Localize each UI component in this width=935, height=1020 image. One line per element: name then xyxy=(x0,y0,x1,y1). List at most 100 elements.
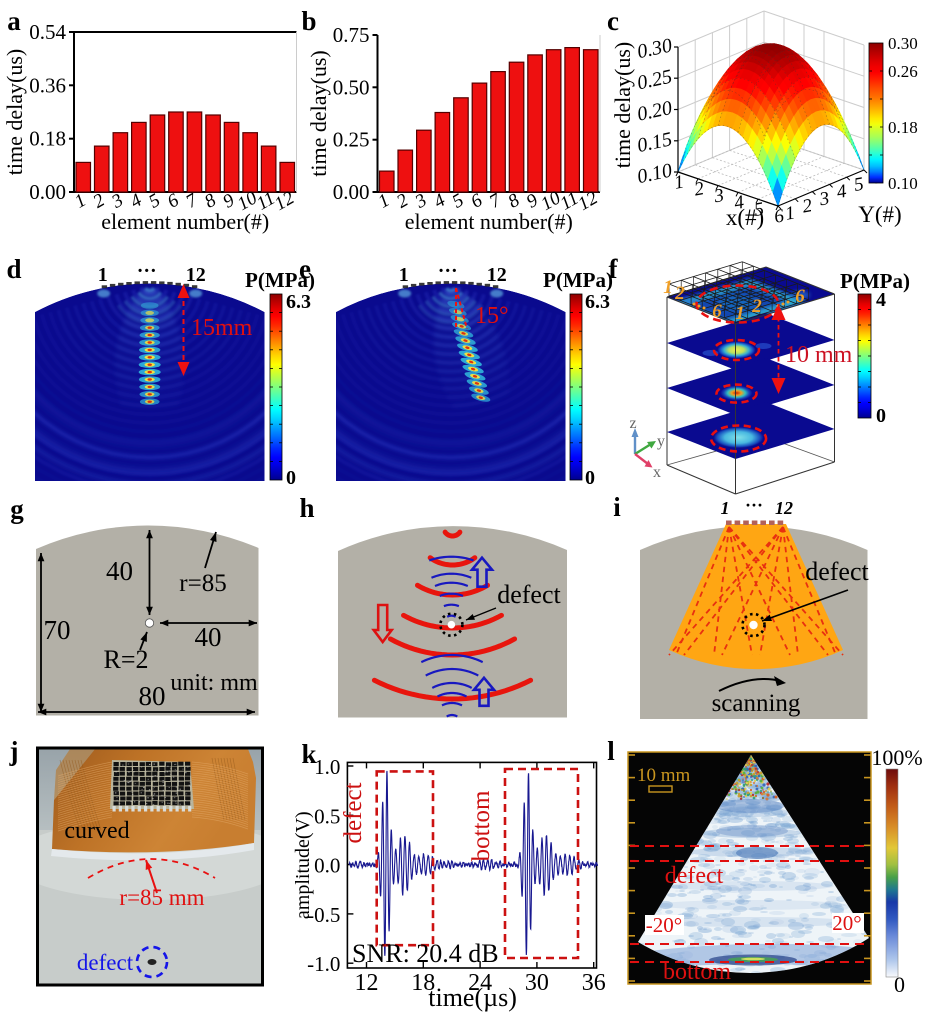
svg-text:unit: mm: unit: mm xyxy=(170,670,258,696)
svg-text:12: 12 xyxy=(186,264,206,286)
svg-text:3: 3 xyxy=(712,185,726,208)
svg-text:12: 12 xyxy=(775,498,793,518)
svg-text:Y(#): Y(#) xyxy=(858,202,901,227)
svg-text:0.26: 0.26 xyxy=(888,62,918,81)
svg-text:···: ··· xyxy=(137,260,157,282)
svg-text:1: 1 xyxy=(735,303,745,324)
svg-text:bottom: bottom xyxy=(468,790,495,861)
svg-text:b: b xyxy=(301,6,316,36)
svg-text:80: 80 xyxy=(139,681,166,711)
svg-text:0.00: 0.00 xyxy=(333,180,370,204)
svg-text:5: 5 xyxy=(852,174,865,196)
svg-text:element number(#): element number(#) xyxy=(405,209,573,234)
svg-text:5: 5 xyxy=(753,199,766,221)
svg-text:h: h xyxy=(299,493,314,523)
svg-text:6.3: 6.3 xyxy=(286,291,311,313)
svg-text:0.50: 0.50 xyxy=(333,75,370,99)
svg-text:2: 2 xyxy=(801,195,814,217)
svg-text:i: i xyxy=(613,492,621,522)
svg-text:18: 18 xyxy=(411,970,435,996)
svg-text:4: 4 xyxy=(733,192,746,214)
svg-text:6: 6 xyxy=(712,301,722,322)
svg-text:-20°: -20° xyxy=(646,913,682,937)
svg-text:10 mm: 10 mm xyxy=(637,765,691,786)
svg-text:2: 2 xyxy=(751,296,762,317)
svg-text:time delay(us): time delay(us) xyxy=(610,42,635,168)
svg-text:1: 1 xyxy=(399,264,409,286)
svg-text:curved: curved xyxy=(64,818,129,844)
svg-text:defect: defect xyxy=(805,557,869,586)
svg-text:defect: defect xyxy=(340,782,367,843)
svg-text:r=85 mm: r=85 mm xyxy=(119,885,204,910)
svg-text:6: 6 xyxy=(795,286,805,307)
svg-text:x(#): x(#) xyxy=(726,205,764,230)
svg-text:40: 40 xyxy=(195,622,222,652)
svg-text:4: 4 xyxy=(876,289,886,311)
svg-text:f: f xyxy=(609,254,619,284)
svg-text:0.0: 0.0 xyxy=(314,854,340,878)
svg-text:defect: defect xyxy=(665,863,724,889)
svg-text:g: g xyxy=(10,494,24,524)
svg-text:0: 0 xyxy=(876,405,886,427)
svg-text:0.54: 0.54 xyxy=(29,20,66,44)
svg-text:0.00: 0.00 xyxy=(29,180,66,204)
svg-text:element number(#): element number(#) xyxy=(101,209,269,234)
svg-text:1: 1 xyxy=(98,264,108,286)
svg-text:amplitude(V): amplitude(V) xyxy=(292,811,314,919)
svg-text:1: 1 xyxy=(721,498,730,518)
svg-text:6.3: 6.3 xyxy=(585,291,610,313)
svg-text:0.18: 0.18 xyxy=(29,127,66,151)
svg-text:P(MPa): P(MPa) xyxy=(840,269,910,293)
svg-text:0.5: 0.5 xyxy=(314,804,340,828)
svg-text:P(MPa): P(MPa) xyxy=(543,268,613,292)
svg-text:0.75: 0.75 xyxy=(333,23,370,47)
svg-text:d: d xyxy=(6,254,21,284)
svg-text:defect: defect xyxy=(497,580,561,609)
svg-text:40: 40 xyxy=(106,556,133,586)
svg-text:R=2: R=2 xyxy=(103,645,148,674)
svg-text:3: 3 xyxy=(817,188,831,211)
svg-text:70: 70 xyxy=(44,615,71,645)
svg-text:1: 1 xyxy=(663,277,673,298)
svg-text:time delay(us): time delay(us) xyxy=(306,50,331,176)
svg-text:defect: defect xyxy=(77,950,134,975)
svg-text:1: 1 xyxy=(784,202,797,224)
svg-text:0: 0 xyxy=(286,467,296,489)
svg-text:2: 2 xyxy=(674,283,685,304)
svg-text:···: ··· xyxy=(745,495,763,515)
svg-text:0.30: 0.30 xyxy=(888,34,918,53)
svg-text:1: 1 xyxy=(673,171,686,193)
svg-text:j: j xyxy=(9,736,19,766)
svg-text:4: 4 xyxy=(835,181,848,203)
svg-text:c: c xyxy=(607,6,619,36)
svg-text:0: 0 xyxy=(894,972,905,997)
svg-text:time delay(us): time delay(us) xyxy=(2,49,27,175)
svg-text:20°: 20° xyxy=(832,911,861,935)
svg-text:l: l xyxy=(607,736,615,766)
svg-text:-1.0: -1.0 xyxy=(307,952,340,976)
svg-text:k: k xyxy=(301,739,316,769)
svg-text:100%: 100% xyxy=(871,745,922,770)
svg-text:P(MPa): P(MPa) xyxy=(245,268,315,292)
svg-text:1.0: 1.0 xyxy=(314,755,340,779)
svg-text:SNR: 20.4 dB: SNR: 20.4 dB xyxy=(352,939,499,968)
svg-text:2: 2 xyxy=(693,178,706,200)
svg-text:y: y xyxy=(657,433,665,450)
svg-text:36: 36 xyxy=(582,970,606,996)
svg-text:a: a xyxy=(7,6,21,36)
svg-text:0: 0 xyxy=(585,467,595,489)
svg-text:-0.5: -0.5 xyxy=(307,903,340,927)
svg-text:12: 12 xyxy=(355,970,379,996)
svg-text:30: 30 xyxy=(525,970,549,996)
svg-text:15mm: 15mm xyxy=(191,315,253,341)
svg-text:6: 6 xyxy=(773,205,786,227)
svg-text:10 mm: 10 mm xyxy=(785,342,853,368)
svg-text:12: 12 xyxy=(487,264,507,286)
svg-text:x: x xyxy=(653,464,661,481)
svg-text:r=85: r=85 xyxy=(179,570,226,597)
svg-text:e: e xyxy=(299,254,311,284)
svg-text:0.10: 0.10 xyxy=(888,174,918,193)
svg-text:0.36: 0.36 xyxy=(29,73,66,97)
svg-text:0.18: 0.18 xyxy=(888,118,918,137)
svg-text:···: ··· xyxy=(438,260,458,282)
